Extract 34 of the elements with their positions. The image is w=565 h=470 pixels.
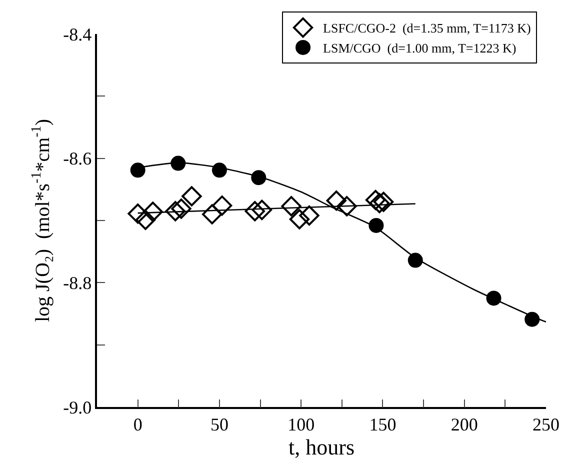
point bbox=[252, 200, 272, 220]
point bbox=[130, 162, 146, 178]
x-tick-label: 150 bbox=[369, 414, 396, 434]
point bbox=[373, 192, 394, 212]
point bbox=[326, 190, 346, 211]
point bbox=[299, 205, 320, 226]
y-tick-label: -8.6 bbox=[63, 148, 92, 169]
x-tick-label: 0 bbox=[133, 414, 142, 434]
point bbox=[142, 202, 163, 222]
point bbox=[281, 196, 302, 216]
point bbox=[171, 198, 192, 219]
x-tick-label: 250 bbox=[532, 414, 560, 434]
point bbox=[369, 192, 390, 214]
point bbox=[202, 204, 222, 224]
point bbox=[336, 196, 357, 216]
x-tick-label: 100 bbox=[288, 414, 315, 434]
point bbox=[165, 201, 186, 222]
x-tick-label: 50 bbox=[210, 414, 228, 434]
legend-label: LSM/CGO (d=1.00 mm, T=1223 K) bbox=[323, 40, 516, 56]
point bbox=[289, 209, 310, 230]
y-tick-label: -8.4 bbox=[63, 24, 92, 44]
y-tick-label: -9.0 bbox=[63, 397, 92, 418]
x-tick-label: 200 bbox=[450, 414, 478, 434]
point bbox=[135, 210, 156, 230]
point bbox=[524, 312, 540, 327]
point bbox=[365, 190, 386, 210]
point bbox=[128, 204, 148, 224]
point bbox=[244, 201, 265, 222]
y-tick-label: -8.8 bbox=[63, 272, 92, 293]
point bbox=[212, 195, 232, 216]
point bbox=[212, 162, 227, 178]
legend-label: LSFC/CGO-2 (d=1.35 mm, T=1173 K) bbox=[323, 20, 531, 36]
x-axis-title: t, hours bbox=[288, 434, 354, 460]
point bbox=[182, 186, 202, 206]
